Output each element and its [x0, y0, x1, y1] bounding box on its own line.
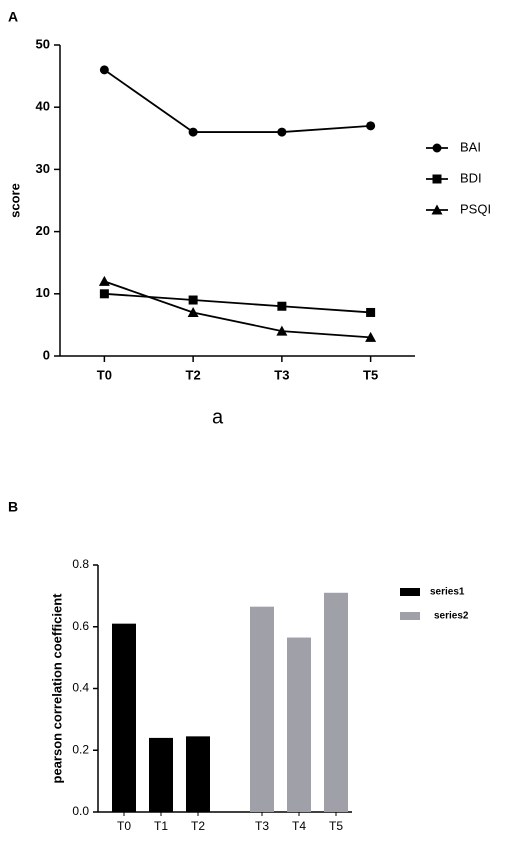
x-tick-label: T4	[292, 819, 306, 833]
y-tick-label: 50	[36, 36, 50, 51]
marker	[277, 127, 287, 137]
marker	[187, 306, 199, 317]
marker	[366, 307, 376, 317]
marker	[366, 121, 376, 131]
bar	[250, 606, 274, 812]
legend-label: series2	[434, 611, 469, 622]
legend-label: BAI	[460, 139, 481, 154]
y-axis-label: pearson correlation coefficient	[49, 593, 64, 784]
marker	[188, 127, 198, 137]
bar	[149, 737, 173, 812]
bar	[186, 736, 210, 812]
bar	[112, 623, 136, 812]
x-caption: a	[212, 406, 224, 428]
y-tick-label: 30	[36, 161, 50, 176]
y-tick-label: 0.8	[72, 557, 89, 571]
marker	[99, 289, 109, 299]
y-axis-label: score	[7, 183, 22, 218]
y-tick-label: 0.4	[72, 681, 89, 695]
marker	[365, 331, 377, 342]
x-tick-label: T1	[154, 819, 168, 833]
line	[103, 69, 371, 133]
x-tick-label: T5	[363, 367, 378, 382]
x-tick-label: T0	[97, 367, 112, 382]
legend-swatch	[400, 612, 420, 620]
x-tick-label: T0	[117, 819, 131, 833]
y-tick-label: 0	[43, 347, 50, 362]
marker	[432, 174, 442, 184]
x-tick-label: T2	[191, 819, 205, 833]
y-tick-label: 0.6	[72, 619, 89, 633]
y-tick-label: 0.0	[72, 804, 89, 818]
y-tick-label: 0.2	[72, 742, 89, 756]
marker	[188, 295, 198, 305]
x-tick-label: T5	[329, 819, 343, 833]
marker	[431, 204, 443, 215]
panel-label: B	[8, 499, 18, 515]
marker	[276, 325, 288, 336]
line	[104, 280, 371, 339]
legend-label: BDI	[460, 170, 482, 185]
marker	[99, 65, 109, 75]
legend-label: series1	[430, 587, 465, 598]
x-tick-label: T3	[255, 819, 269, 833]
legend-label: PSQI	[460, 201, 491, 216]
bar	[324, 592, 348, 812]
y-tick-label: 40	[36, 99, 50, 114]
y-tick-label: 10	[36, 285, 50, 300]
x-tick-label: T2	[186, 367, 201, 382]
line	[104, 292, 371, 314]
marker	[277, 301, 287, 311]
y-tick-label: 20	[36, 223, 50, 238]
bar	[287, 637, 311, 812]
legend-swatch	[400, 588, 420, 596]
marker	[98, 275, 110, 286]
marker	[432, 143, 442, 153]
x-tick-label: T3	[274, 367, 289, 382]
panel-label: A	[8, 9, 18, 25]
